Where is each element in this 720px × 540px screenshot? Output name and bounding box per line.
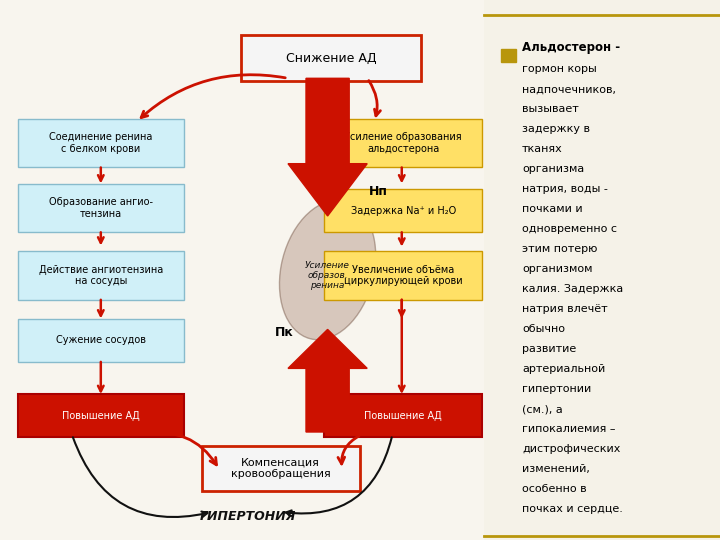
Text: одновременно с: одновременно с (522, 224, 617, 234)
FancyBboxPatch shape (18, 119, 184, 167)
Text: дистрофических: дистрофических (522, 444, 621, 454)
Text: изменений,: изменений, (522, 464, 590, 474)
FancyBboxPatch shape (484, 0, 720, 540)
Text: ГИПЕРТОНИЯ: ГИПЕРТОНИЯ (200, 510, 297, 523)
Text: Альдостерон -: Альдостерон - (522, 41, 620, 54)
FancyBboxPatch shape (324, 189, 482, 232)
Text: Повышение АД: Повышение АД (364, 411, 442, 421)
Text: гипертонии: гипертонии (522, 384, 591, 394)
Text: организмом: организмом (522, 264, 593, 274)
FancyBboxPatch shape (18, 394, 184, 437)
Text: тканях: тканях (522, 144, 563, 154)
Text: Повышение АД: Повышение АД (62, 411, 140, 421)
Text: калия. Задержка: калия. Задержка (522, 284, 624, 294)
Text: Снижение АД: Снижение АД (286, 51, 377, 65)
Text: гипокалиемия –: гипокалиемия – (522, 424, 616, 434)
Text: Образование ангио-
тензина: Образование ангио- тензина (49, 197, 153, 219)
Text: артериальной: артериальной (522, 364, 606, 374)
FancyBboxPatch shape (18, 184, 184, 232)
Text: натрия, воды -: натрия, воды - (522, 184, 608, 194)
FancyBboxPatch shape (501, 49, 516, 62)
FancyBboxPatch shape (241, 35, 421, 81)
Text: почках и сердце.: почках и сердце. (522, 504, 623, 514)
Text: Действие ангиотензина
на сосуды: Действие ангиотензина на сосуды (39, 265, 163, 286)
Text: надпочечников,: надпочечников, (522, 84, 616, 94)
Ellipse shape (279, 200, 376, 340)
FancyBboxPatch shape (324, 251, 482, 300)
FancyBboxPatch shape (324, 119, 482, 167)
Text: организма: организма (522, 164, 584, 174)
Text: Соединение ренина
с белком крови: Соединение ренина с белком крови (49, 132, 153, 154)
Text: Компенсация
кровообращения: Компенсация кровообращения (231, 458, 330, 480)
Text: Нп: Нп (369, 185, 387, 198)
FancyBboxPatch shape (0, 0, 484, 540)
Text: Увеличение объёма
циркулирующей крови: Увеличение объёма циркулирующей крови (344, 265, 462, 286)
FancyBboxPatch shape (324, 394, 482, 437)
Text: задержку в: задержку в (522, 124, 590, 134)
Text: обычно: обычно (522, 324, 565, 334)
Text: почками и: почками и (522, 204, 582, 214)
Text: вызывает: вызывает (522, 104, 579, 114)
Polygon shape (288, 329, 367, 432)
Text: этим потерю: этим потерю (522, 244, 598, 254)
Text: Сужение сосудов: Сужение сосудов (56, 335, 145, 345)
Text: (см.), а: (см.), а (522, 404, 563, 414)
Text: особенно в: особенно в (522, 484, 587, 494)
FancyBboxPatch shape (18, 319, 184, 362)
FancyBboxPatch shape (202, 446, 360, 491)
Text: Пк: Пк (275, 326, 294, 339)
Text: развитие: развитие (522, 344, 576, 354)
Text: гормон коры: гормон коры (522, 64, 597, 75)
Text: Усиление образования
альдостерона: Усиление образования альдостерона (344, 132, 462, 154)
Text: Задержка Na⁺ и H₂O: Задержка Na⁺ и H₂O (351, 206, 456, 215)
Text: Усиление
образов.
ренина: Усиление образов. ренина (305, 260, 350, 291)
Polygon shape (288, 78, 367, 216)
FancyBboxPatch shape (18, 251, 184, 300)
Text: натрия влечёт: натрия влечёт (522, 304, 608, 314)
